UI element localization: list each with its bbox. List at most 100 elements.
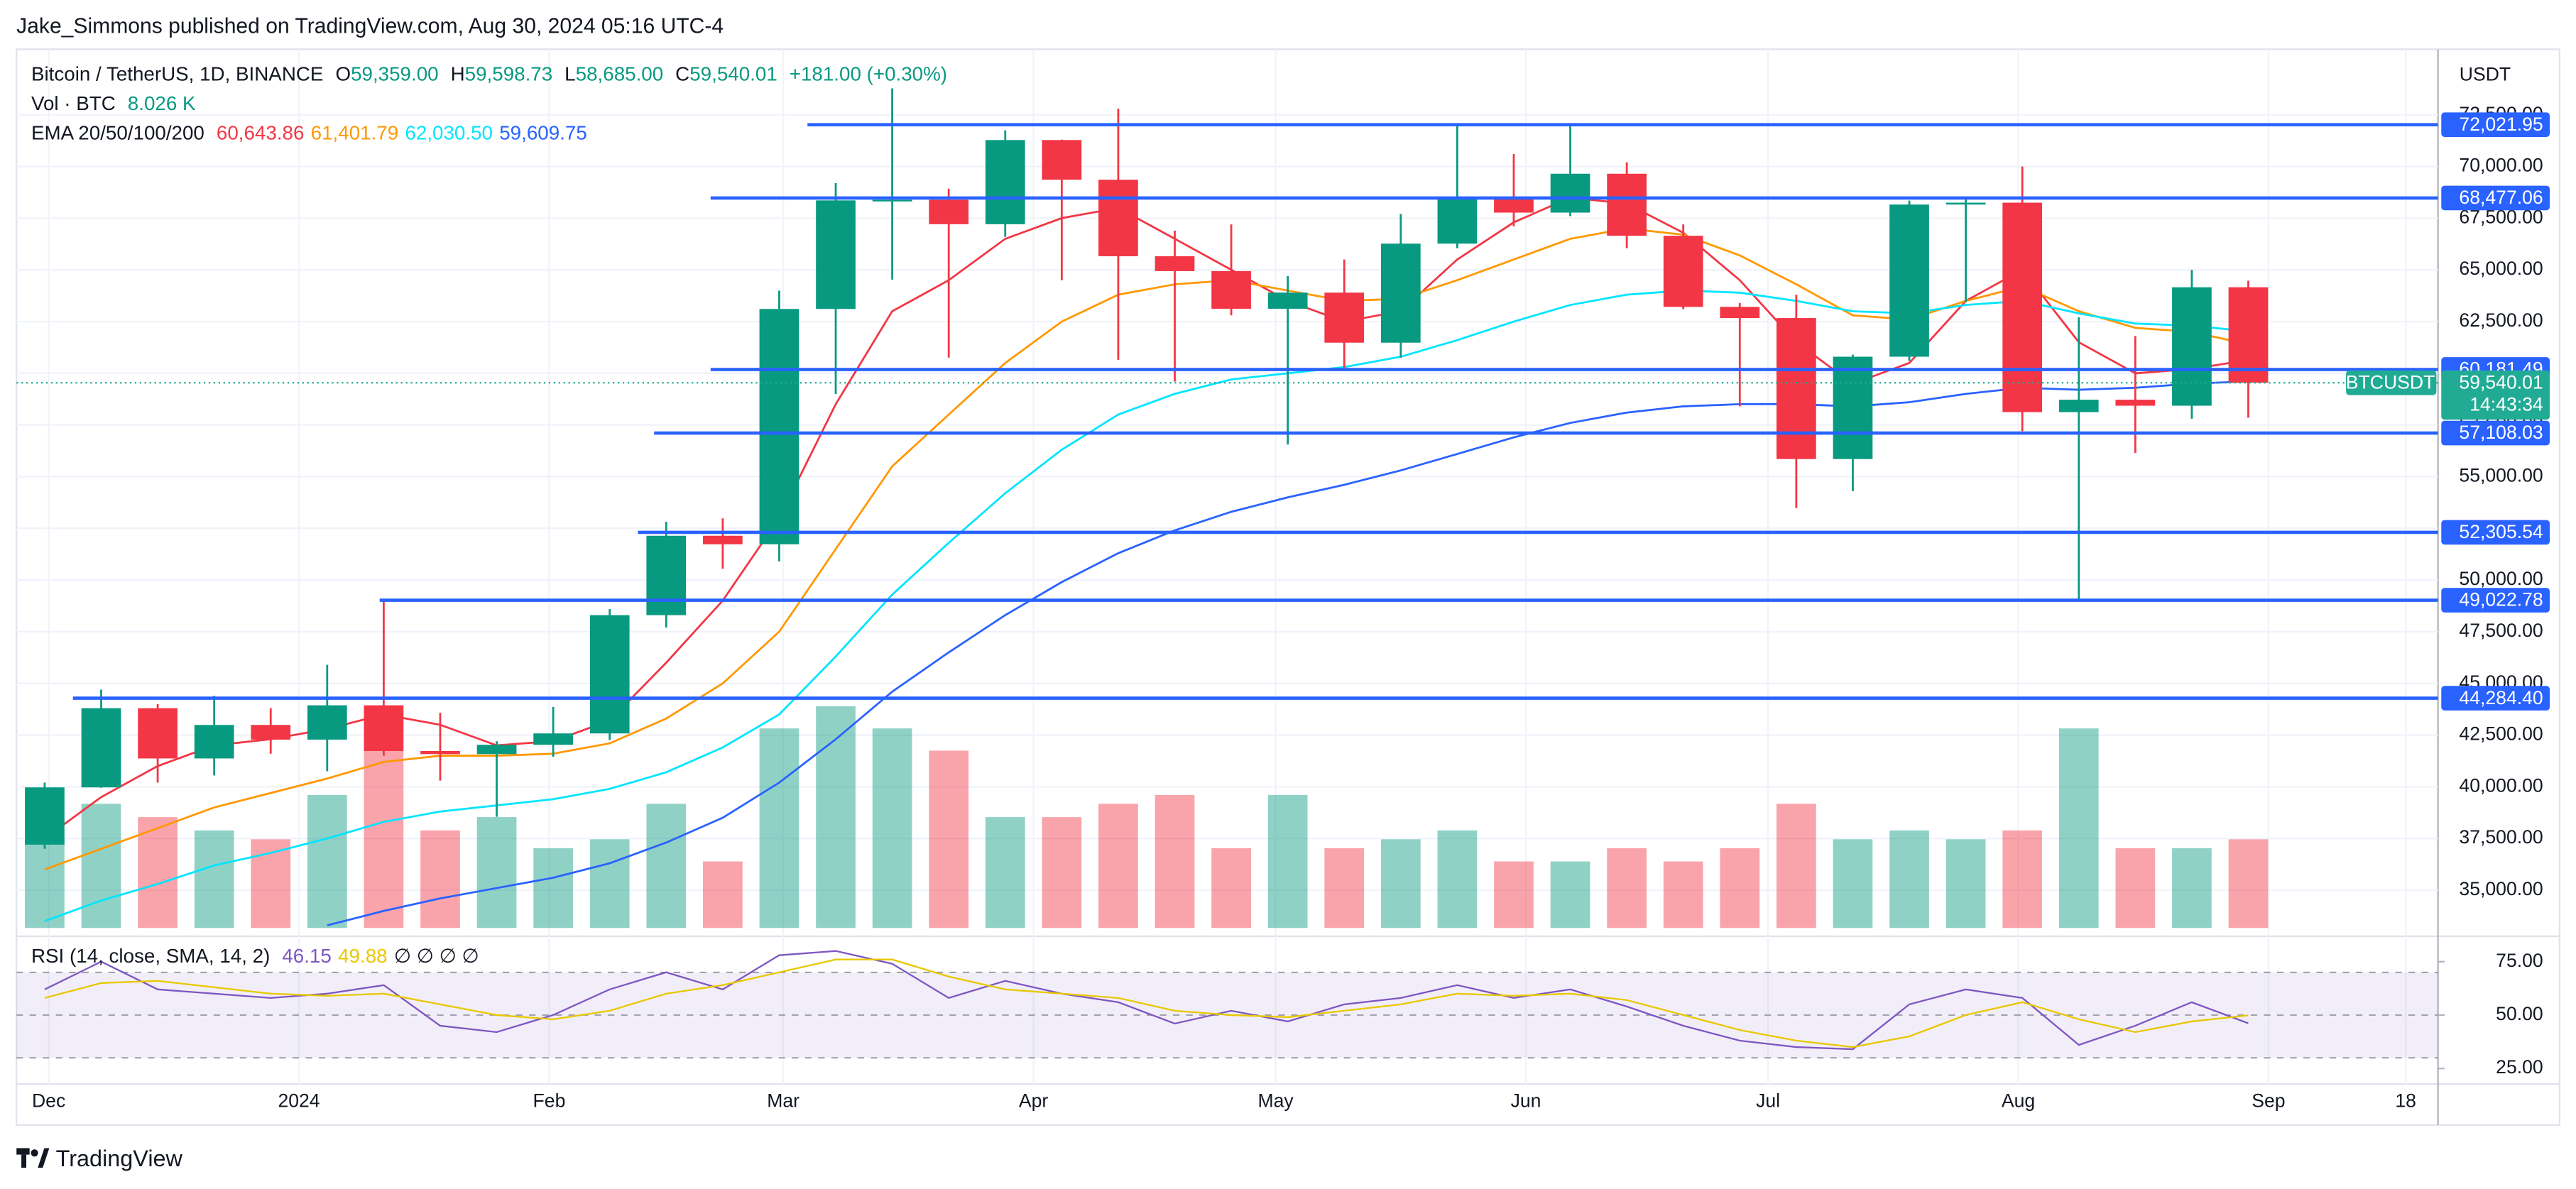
ema-line — [44, 289, 2249, 922]
x-tick-label: May — [1257, 1090, 1294, 1112]
candle-body — [589, 615, 630, 734]
volume-bar — [2172, 848, 2212, 928]
legend-volume: Vol · BTC 8.026 K — [31, 92, 202, 115]
ema-value: 61,401.79 — [310, 121, 399, 145]
ohlc-label: C — [675, 62, 690, 86]
volume-label: Vol · BTC — [31, 92, 116, 115]
ema-value: 62,030.50 — [405, 121, 493, 145]
candle-body — [703, 535, 743, 544]
candle-body — [2115, 400, 2156, 406]
candle-body — [1889, 204, 1929, 357]
volume-bar — [1380, 839, 1421, 928]
level-label: 52,305.54 — [2459, 521, 2543, 542]
volume-bar — [1494, 861, 1534, 928]
ohlc-value: 58,685.00 — [575, 62, 664, 86]
candle-body — [1550, 173, 1590, 213]
volume-bar — [420, 830, 460, 928]
y-tick-label: 37,500.00 — [2459, 826, 2543, 848]
volume-bar — [1550, 861, 1590, 928]
volume-bar — [2228, 839, 2269, 928]
level-label: 72,021.95 — [2459, 114, 2543, 135]
ema-line — [327, 380, 2249, 926]
candle-body — [2058, 400, 2099, 412]
rsi-line — [44, 950, 2249, 1051]
volume-bar — [1324, 848, 1365, 928]
candle-body — [1267, 292, 1308, 309]
countdown: 14:43:34 — [2469, 394, 2543, 415]
rsi-tick-label: 25.00 — [2496, 1056, 2543, 1078]
volume-bar — [25, 839, 65, 928]
x-tick-label: Apr — [1019, 1090, 1049, 1112]
symbol-tag — [2346, 370, 2437, 395]
x-tick-label: Mar — [767, 1090, 799, 1112]
change: +181.00 (+0.30%) — [789, 62, 948, 86]
symbol-label: BTCUSDT — [2346, 371, 2435, 393]
rsi-value: 46.15 — [282, 944, 332, 968]
candle-body — [1380, 243, 1421, 343]
y-tick-label: 50,000.00 — [2459, 568, 2543, 589]
volume-bar — [1945, 839, 1986, 928]
y-tick-label: 55,000.00 — [2459, 464, 2543, 486]
ema-line — [44, 196, 2249, 840]
volume-bar — [194, 830, 234, 928]
volume-bar — [1607, 848, 1647, 928]
y-tick-label: 65,000.00 — [2459, 258, 2543, 279]
candle-body — [2228, 287, 2269, 383]
volume-bar — [1889, 830, 1929, 928]
volume-bar — [1042, 817, 1082, 928]
logo-icon — [16, 1148, 50, 1168]
candle-body — [2172, 287, 2212, 406]
y-tick-label: 62,500.00 — [2459, 309, 2543, 331]
x-tick-label: Jun — [1511, 1090, 1541, 1112]
legend-ema: EMA 20/50/100/200 60,643.86 61,401.79 62,0… — [31, 121, 594, 144]
candle-body — [985, 140, 1025, 224]
candle-body — [1777, 318, 1816, 459]
candle-body — [1833, 356, 1873, 459]
rsi-label: RSI (14, close, SMA, 14, 2) — [31, 944, 271, 968]
ohlc-value: 59,359.00 — [351, 62, 439, 86]
volume-bar — [1777, 804, 1816, 928]
candle-body — [1437, 197, 1478, 244]
volume-bar — [251, 839, 291, 928]
volume-bar — [2058, 728, 2099, 928]
y-tick-label: 35,000.00 — [2459, 878, 2543, 899]
volume-bar — [589, 839, 630, 928]
volume-value: 8.026 K — [127, 92, 196, 115]
x-tick-label: 18 — [2395, 1090, 2416, 1112]
volume-bar — [872, 728, 912, 928]
x-tick-label: Feb — [533, 1090, 566, 1112]
ema-line — [44, 227, 2249, 871]
level-tag — [2441, 185, 2550, 211]
x-tick-label: Jul — [1756, 1090, 1780, 1112]
price-tag — [2441, 370, 2550, 420]
level-label: 49,022.78 — [2459, 589, 2543, 610]
x-tick-label: Aug — [2002, 1090, 2035, 1112]
volume-bar — [929, 750, 969, 928]
x-tick-label: 2024 — [278, 1090, 320, 1112]
volume-bar — [476, 817, 517, 928]
volume-bar — [307, 794, 347, 928]
volume-bar — [703, 861, 743, 928]
level-tag — [2441, 112, 2550, 138]
y-tick-label: 42,500.00 — [2459, 723, 2543, 745]
level-tag — [2441, 520, 2550, 545]
volume-bar — [1155, 794, 1195, 928]
candle-body — [1042, 140, 1082, 180]
candle-body — [1945, 202, 1986, 205]
level-label: 57,108.03 — [2459, 422, 2543, 443]
candle-body — [1211, 270, 1251, 309]
candle-body — [1324, 292, 1365, 343]
y-tick-label: 70,000.00 — [2459, 155, 2543, 176]
volume-bar — [1267, 794, 1308, 928]
volume-bar — [1098, 804, 1138, 928]
candle-body — [1494, 197, 1534, 213]
currency: USDT — [2459, 65, 2511, 86]
publisher: Jake_Simmons published on TradingView.co… — [16, 13, 724, 38]
candle-body — [872, 199, 912, 202]
volume-bar — [1211, 848, 1251, 928]
candle-body — [759, 309, 799, 544]
candle-body — [420, 750, 460, 755]
volume-bar — [2115, 848, 2156, 928]
